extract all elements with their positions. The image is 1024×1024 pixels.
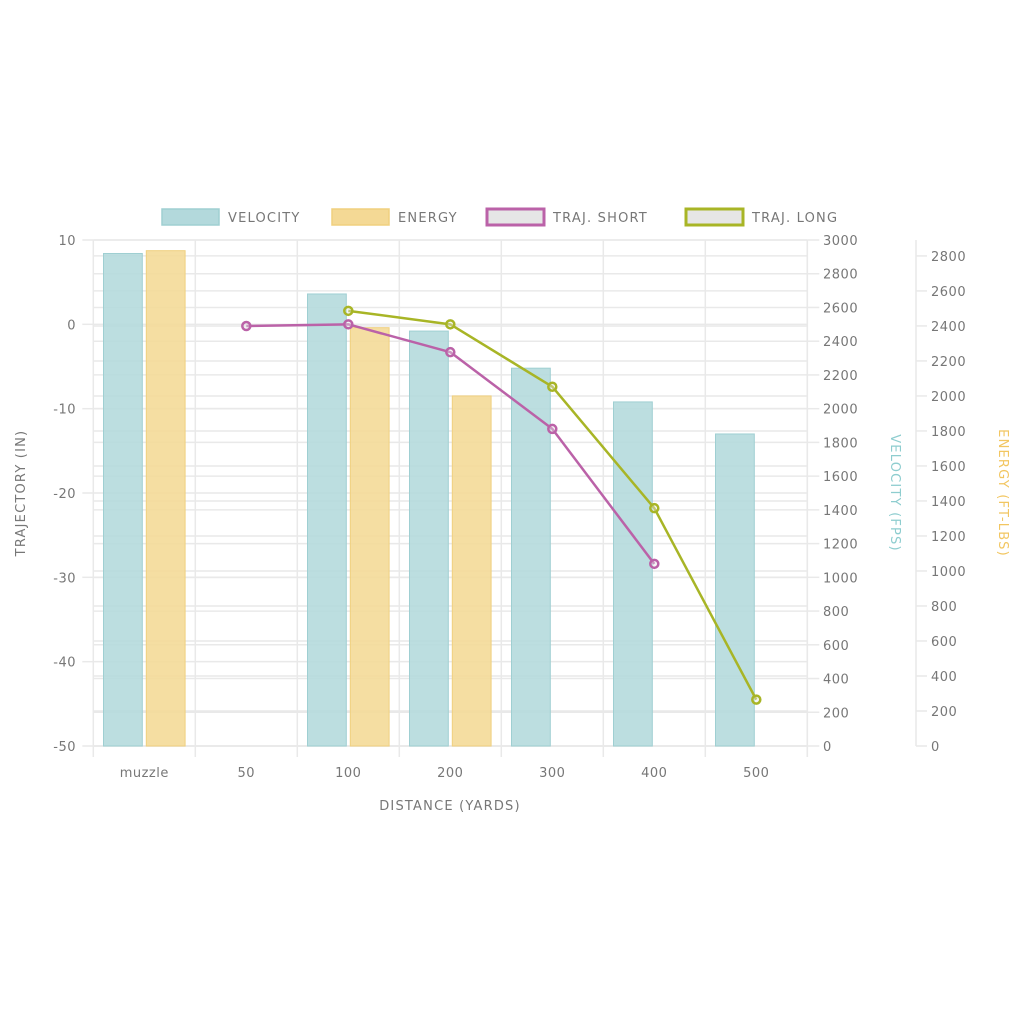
velocity-tick-label: 600 [823, 639, 849, 654]
traj-long-point [445, 319, 456, 330]
trajectory-tick-label: -40 [53, 656, 76, 671]
velocity-tick-label: 0 [823, 740, 832, 755]
energy-tick-label: 2400 [931, 320, 966, 335]
bars [103, 250, 755, 747]
legend-swatch-energy [331, 208, 390, 226]
legend-label: TRAJ. SHORT [552, 211, 648, 226]
velocity-tick-label: 1200 [823, 538, 858, 553]
velocity-axis-title: VELOCITY (FPS) [887, 434, 902, 552]
traj-long-point [547, 381, 558, 392]
legend-label: TRAJ. LONG [751, 211, 838, 226]
traj-short-point [445, 346, 456, 358]
energy-bar [349, 327, 390, 747]
trajectory-tick-label: 10 [58, 234, 76, 249]
traj-long-point [343, 305, 354, 317]
energy-tick-label: 600 [931, 635, 957, 650]
grid [92, 239, 809, 757]
traj-long-point [649, 502, 660, 514]
velocity-bar [613, 401, 653, 747]
velocity-bar [409, 330, 449, 747]
energy-tick-label: 1800 [931, 425, 966, 440]
lines [241, 305, 762, 705]
velocity-tick-label: 400 [823, 673, 849, 688]
velocity-tick-label: 2600 [823, 301, 858, 316]
energy-tick-label: 1200 [931, 530, 966, 545]
velocity-bar [307, 293, 347, 747]
velocity-tick-label: 1400 [823, 504, 858, 519]
velocity-tick-label: 200 [823, 706, 849, 721]
velocity-bar [511, 367, 551, 747]
velocity-tick-label: 1800 [823, 436, 858, 451]
traj-short-point [547, 423, 558, 435]
energy-tick-label: 2000 [931, 390, 966, 405]
velocity-tick-label: 1600 [823, 470, 858, 485]
velocity-tick-label: 2200 [823, 369, 858, 384]
velocity-tick-label: 2400 [823, 335, 858, 350]
x-axis-title: DISTANCE (YARDS) [379, 799, 521, 814]
trajectory-tick-label: -10 [53, 403, 76, 418]
energy-tick-label: 2200 [931, 355, 966, 370]
axes: 100-10-20-30-40-503000280026002400220020… [53, 234, 966, 781]
traj-short-point [343, 319, 354, 330]
energy-tick-label: 2600 [931, 285, 966, 300]
traj-long-point [751, 694, 762, 705]
energy-tick-label: 1000 [931, 565, 966, 580]
legend: VELOCITY ENERGY TRAJ. SHORT TRAJ. LONG [161, 207, 838, 227]
legend-swatch-velocity [161, 208, 220, 226]
energy-tick-label: 1600 [931, 460, 966, 475]
velocity-tick-label: 3000 [823, 234, 858, 249]
traj-short-line [246, 323, 656, 565]
trajectory-tick-label: -30 [53, 571, 76, 586]
energy-tick-label: 200 [931, 705, 957, 720]
x-tick-label: 200 [437, 766, 463, 781]
trajectory-tick-label: 0 [67, 318, 76, 333]
velocity-tick-label: 2800 [823, 268, 858, 283]
energy-axis-title: ENERGY (FT-LBS) [995, 429, 1010, 557]
legend-label: ENERGY [398, 211, 458, 226]
x-tick-label: 300 [539, 766, 565, 781]
velocity-tick-label: 800 [823, 605, 849, 620]
trajectory-tick-label: -50 [53, 740, 76, 755]
energy-tick-label: 2800 [931, 250, 966, 265]
legend-label: VELOCITY [228, 211, 301, 226]
legend-swatch-traj-short [485, 207, 546, 227]
traj-short-point [649, 558, 660, 570]
energy-tick-label: 800 [931, 600, 957, 615]
x-tick-label: 400 [641, 766, 667, 781]
energy-tick-label: 0 [931, 740, 940, 755]
x-tick-label: 500 [743, 766, 769, 781]
velocity-bar [103, 252, 143, 747]
traj-long-line [348, 309, 758, 701]
x-tick-label: muzzle [120, 766, 169, 781]
energy-bar [451, 395, 492, 747]
trajectory-tick-label: -20 [53, 487, 76, 502]
legend-swatch-traj-long [684, 207, 745, 227]
trajectory-axis-title: TRAJECTORY (IN) [14, 430, 29, 558]
x-tick-label: 50 [238, 766, 256, 781]
velocity-bar [715, 433, 755, 747]
energy-bar [145, 250, 186, 747]
energy-tick-label: 1400 [931, 495, 966, 510]
x-tick-label: 100 [335, 766, 361, 781]
velocity-tick-label: 2000 [823, 403, 858, 418]
energy-tick-label: 400 [931, 670, 957, 685]
traj-short-point [241, 320, 252, 332]
velocity-tick-label: 1000 [823, 571, 858, 586]
